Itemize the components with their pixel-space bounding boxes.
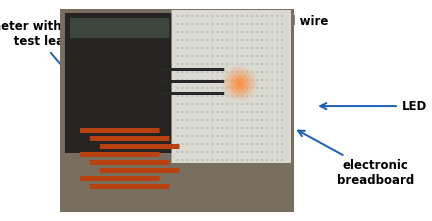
Text: multimeter with banana
      test leads: multimeter with banana test leads <box>0 20 114 96</box>
Text: LED: LED <box>320 100 427 112</box>
Text: electrical wire: electrical wire <box>228 15 328 74</box>
Text: electronic
breadboard: electronic breadboard <box>298 131 414 187</box>
